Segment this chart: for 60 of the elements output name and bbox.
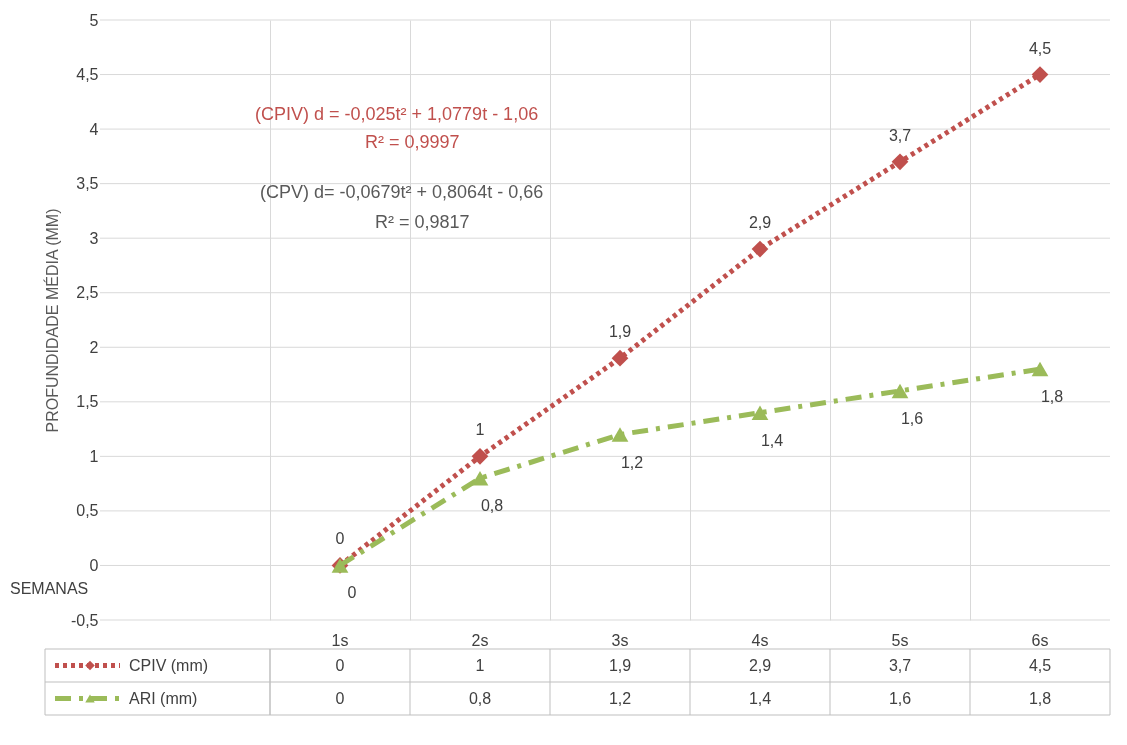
y-axis-title: PROFUNDIDADE MÉDIA (MM) xyxy=(42,208,61,433)
text: 1,9 xyxy=(608,323,632,341)
text: SEMANAS xyxy=(10,580,89,598)
legend-label: CPIV (mm) xyxy=(129,656,209,674)
data-label: 4,5 xyxy=(1028,656,1052,674)
data-label: 1,4 xyxy=(748,689,772,707)
y-tick-label: 4,5 xyxy=(76,66,99,84)
legend-label: ARI (mm) xyxy=(129,689,198,707)
annotation: R² = 0,9997 xyxy=(365,132,460,152)
annotation: (CPV) d= -0,0679t² + 0,8064t - 0,66 xyxy=(260,182,544,202)
y-tick-label: 5 xyxy=(89,11,99,29)
x-tick-label: 1s xyxy=(331,631,349,649)
text: 1,2 xyxy=(620,453,644,471)
data-label: 2,9 xyxy=(748,656,772,674)
text: 3,7 xyxy=(888,126,912,144)
annotation: R² = 0,9817 xyxy=(375,212,470,232)
data-label: 1,2 xyxy=(608,689,632,707)
text: 0,8 xyxy=(480,497,504,515)
text: 1,8 xyxy=(1040,388,1064,406)
x-tick-label: 6s xyxy=(1031,631,1049,649)
y-tick-label: 1 xyxy=(89,447,99,465)
text: 1,6 xyxy=(900,409,924,427)
y-tick-label: 4 xyxy=(89,120,99,138)
data-label: 0 xyxy=(335,689,345,707)
y-tick-label: 2,5 xyxy=(76,284,99,302)
annotation: (CPIV) d = -0,025t² + 1,0779t - 1,06 xyxy=(255,104,539,124)
point xyxy=(891,383,909,399)
point xyxy=(891,153,909,171)
text: 1,4 xyxy=(760,431,784,449)
data-label: 1,9 xyxy=(608,656,632,674)
y-tick-label: 0,5 xyxy=(76,502,99,520)
point xyxy=(471,470,489,486)
point xyxy=(471,448,489,465)
point xyxy=(751,405,769,420)
y-tick-label: 2 xyxy=(89,338,99,356)
text: 4,5 xyxy=(1028,39,1052,57)
point xyxy=(611,349,629,367)
y-tick-label: -0,5 xyxy=(70,611,99,629)
text: 2,9 xyxy=(748,214,772,232)
point xyxy=(611,427,629,442)
x-tick-label: 4s xyxy=(751,631,769,649)
point xyxy=(1031,66,1049,83)
y-tick-label: 3 xyxy=(89,229,99,247)
y-tick-label: 1,5 xyxy=(76,393,99,411)
data-label: 0 xyxy=(335,656,345,674)
data-label: 0,8 xyxy=(468,689,492,707)
x-tick-label: 3s xyxy=(611,631,629,649)
data-label: 1,8 xyxy=(1028,689,1052,707)
text: 1 xyxy=(475,421,485,439)
x-tick-label: 2s xyxy=(471,631,489,649)
y-tick-label: 3,5 xyxy=(76,175,99,193)
point xyxy=(751,240,769,258)
data-label: 3,7 xyxy=(888,656,912,674)
x-tick-label: 5s xyxy=(891,631,909,649)
data-label: 1 xyxy=(475,656,485,674)
text: 0 xyxy=(335,530,345,548)
y-tick-label: 0 xyxy=(89,556,99,574)
data-label: 1,6 xyxy=(888,689,912,707)
point xyxy=(1031,361,1049,377)
text: 0 xyxy=(347,584,357,602)
